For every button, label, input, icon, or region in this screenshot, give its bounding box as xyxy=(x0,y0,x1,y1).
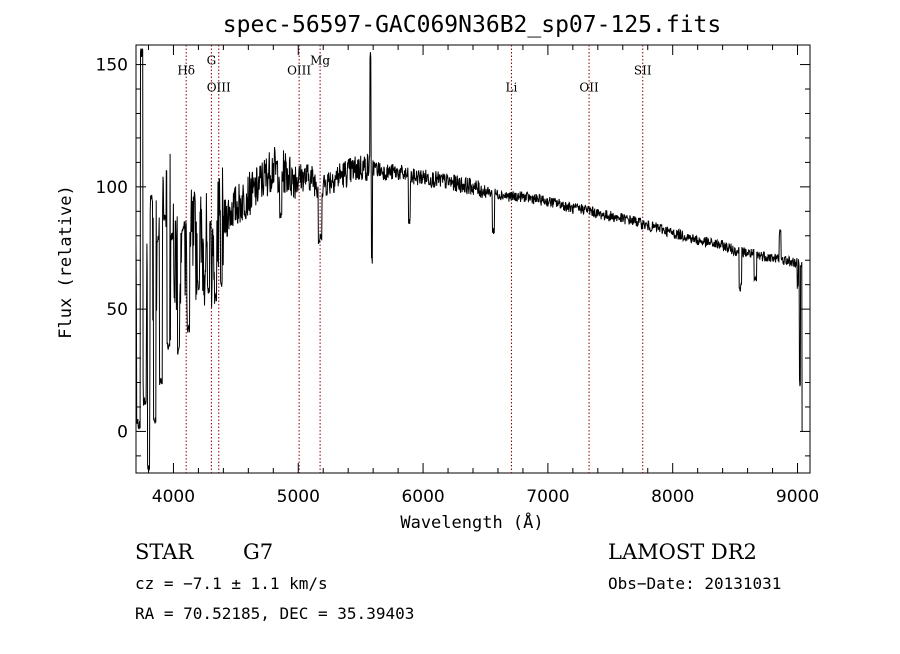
coordinates: RA = 70.52185, DEC = 35.39403 xyxy=(135,604,414,623)
x-tick-label-9000: 9000 xyxy=(776,487,819,507)
survey-name: LAMOST DR2 xyxy=(608,540,757,564)
redshift-velocity: cz = −7.1 ± 1.1 km/s xyxy=(135,574,328,593)
spectrum-trace xyxy=(135,47,803,472)
line-marker-label-6: OII xyxy=(579,80,599,94)
y-tick-label-0: 0 xyxy=(117,422,128,442)
chart-title: spec-56597-GAC069N36B2_sp07-125.fits xyxy=(223,12,722,38)
y-tick-label-100: 100 xyxy=(96,178,128,198)
x-tick-label-7000: 7000 xyxy=(526,487,569,507)
line-marker-label-0: Hδ xyxy=(177,63,195,77)
line-marker-label-1: G xyxy=(207,54,217,68)
y-tick-label-150: 150 xyxy=(96,56,128,76)
x-tick-label-6000: 6000 xyxy=(401,487,444,507)
plot-frame xyxy=(135,44,811,474)
x-tick-label-4000: 4000 xyxy=(152,487,195,507)
line-marker-label-3: OIII xyxy=(287,63,311,77)
object-subclass: G7 xyxy=(243,540,273,564)
line-marker-label-5: Li xyxy=(506,80,518,94)
x-tick-label-5000: 5000 xyxy=(277,487,320,507)
line-marker-label-2: OIII xyxy=(207,80,231,94)
observation-date: Obs−Date: 20131031 xyxy=(608,574,781,593)
x-axis-label: Wavelength (Å) xyxy=(400,511,543,533)
line-marker-label-7: SII xyxy=(634,63,652,77)
object-type: STAR xyxy=(135,540,194,564)
line-marker-label-4: Mg xyxy=(310,54,330,68)
y-axis-label: Flux (relative) xyxy=(56,185,76,339)
x-tick-label-8000: 8000 xyxy=(651,487,694,507)
y-tick-label-50: 50 xyxy=(106,300,128,320)
